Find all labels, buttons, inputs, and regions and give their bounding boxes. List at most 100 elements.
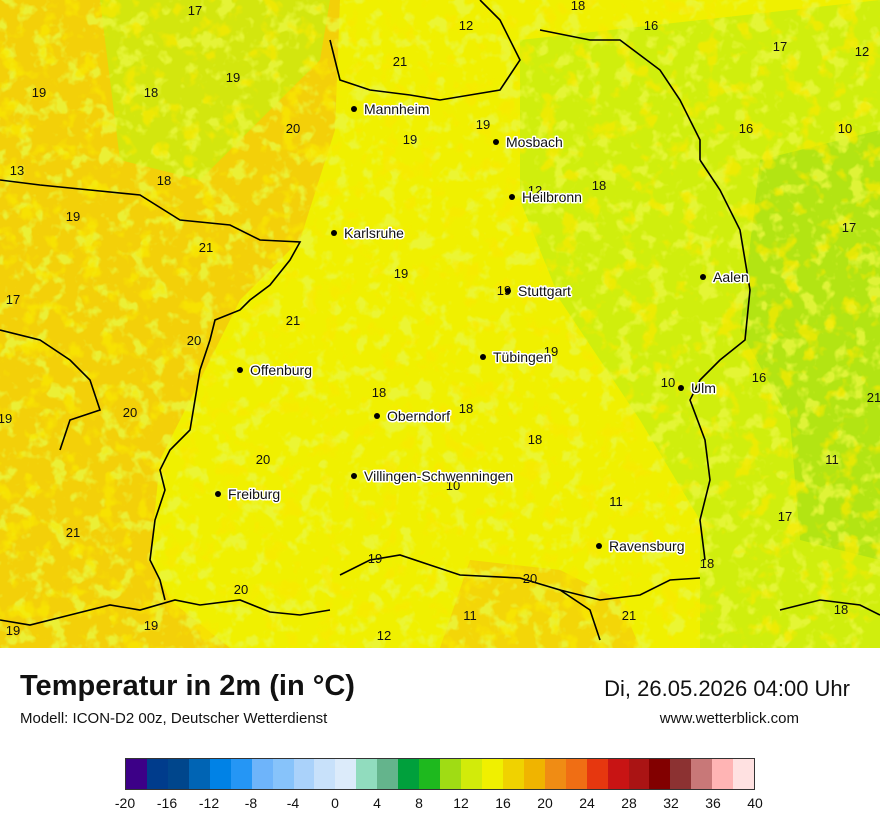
city-dot	[374, 413, 380, 419]
colorbar-swatch	[523, 759, 545, 789]
forecast-datetime: Di, 26.05.2026 04:00 Uhr	[604, 676, 850, 701]
temperature-value-label: 10	[838, 121, 852, 136]
border-southwest	[0, 599, 331, 626]
value-labels: 17 12 18 16 17 12 21 19 19 18 20 19 19 16 10 13 18 12 18 19…	[0, 0, 880, 643]
colorbar-swatch	[377, 759, 399, 789]
city-label: Karlsruhe	[344, 225, 404, 241]
temperature-value-label: 21	[286, 313, 300, 328]
colorbar-tick-label: 16	[495, 795, 511, 811]
temperature-value-label: 18	[592, 178, 606, 193]
colorbar-swatch	[565, 759, 587, 789]
city-label: Freiburg	[228, 486, 280, 502]
colorbar-swatch	[586, 759, 608, 789]
temperature-value-label: 18	[157, 173, 171, 188]
temperature-value-label: 17	[6, 292, 20, 307]
city-dot	[678, 385, 684, 391]
colorbar-swatch	[544, 759, 566, 789]
colorbar-swatch	[146, 759, 168, 789]
colorbar-swatch	[398, 759, 420, 789]
temperature-value-label: 19	[226, 70, 240, 85]
temperature-value-label: 18	[144, 85, 158, 100]
temperature-value-label: 19	[32, 85, 46, 100]
temperature-value-label: 16	[644, 18, 658, 33]
temperature-value-label: 11	[825, 452, 839, 467]
temperature-value-label: 12	[855, 44, 869, 59]
border-east	[689, 159, 751, 561]
city-dot	[331, 230, 337, 236]
city-dot	[480, 354, 486, 360]
border-swiss	[339, 554, 601, 641]
temperature-value-label: 19	[66, 209, 80, 224]
city-label: Ulm	[691, 380, 716, 396]
city-dot	[351, 473, 357, 479]
colorbar-swatch	[251, 759, 273, 789]
city-label: Stuttgart	[518, 283, 571, 299]
temperature-value-label: 20	[123, 405, 137, 420]
colorbar-tick-label: -4	[286, 795, 300, 811]
city-dot	[509, 194, 515, 200]
colorbar	[125, 758, 755, 790]
temperature-value-label: 12	[459, 18, 473, 33]
colorbar-swatch	[502, 759, 524, 789]
city-label: Tübingen	[493, 349, 551, 365]
temperature-value-label: 20	[523, 571, 537, 586]
colorbar-swatch	[126, 759, 147, 789]
colorbar-swatch	[607, 759, 629, 789]
colorbar-tick-label: 0	[331, 795, 339, 811]
city-label: Offenburg	[250, 362, 312, 378]
city-markers: Mannheim Mosbach Heilbronn Karlsruhe Aalen St…	[215, 100, 750, 556]
colorbar-swatch	[691, 759, 713, 789]
colorbar-tick-label: -20	[114, 795, 136, 811]
colorbar-swatch	[419, 759, 441, 789]
colorbar-swatch	[188, 759, 210, 789]
city-dot	[596, 543, 602, 549]
colorbar-tick-label: -16	[156, 795, 178, 811]
temperature-value-label: 19	[368, 551, 382, 566]
temperature-value-label: 16	[739, 121, 753, 136]
colorbar-tick-label: 4	[373, 795, 381, 811]
temperature-value-label: 21	[199, 240, 213, 255]
temperature-value-label: 19	[403, 132, 417, 147]
temperature-map: 17 12 18 16 17 12 21 19 19 18 20 19 19 16 10 13 18 12 18 19…	[0, 0, 880, 648]
temperature-value-label: 20	[187, 333, 201, 348]
city-label: Heilbronn	[522, 189, 582, 205]
border-north-bavaria	[539, 29, 701, 160]
city-label: Ravensburg	[609, 538, 685, 554]
city-label: Mosbach	[506, 134, 563, 150]
colorbar-swatch	[356, 759, 378, 789]
temperature-value-label: 19	[394, 266, 408, 281]
temperature-value-label: 16	[752, 370, 766, 385]
colorbar-tick-label: 40	[747, 795, 763, 811]
colorbar-tick-label: 28	[621, 795, 637, 811]
website-link[interactable]: www.wetterblick.com	[659, 710, 799, 727]
city-label: Mannheim	[364, 101, 429, 117]
city-label: Villingen-Schwenningen	[364, 468, 513, 484]
temperature-value-label: 19	[544, 344, 558, 359]
border-north-hessen	[329, 0, 521, 101]
temperature-value-label: 21	[393, 54, 407, 69]
colorbar-swatch	[335, 759, 357, 789]
temperature-value-label: 10	[661, 375, 675, 390]
colorbar-tick-label: 8	[415, 795, 423, 811]
temperature-value-label: 17	[773, 39, 787, 54]
borders	[0, 0, 880, 641]
temperature-value-label: 17	[842, 220, 856, 235]
colorbar-swatch	[670, 759, 692, 789]
city-label: Oberndorf	[387, 408, 450, 424]
temperature-value-label: 11	[463, 608, 477, 623]
temperature-value-label: 18	[571, 0, 585, 13]
colorbar-tick-label: 20	[537, 795, 553, 811]
temperature-value-label: 19	[476, 117, 490, 132]
temperature-value-label: 19	[6, 623, 20, 638]
colorbar-tick-label: 36	[705, 795, 721, 811]
temperature-value-label: 20	[286, 121, 300, 136]
city-dot	[237, 367, 243, 373]
colorbar-tick-label: 24	[579, 795, 595, 811]
city-dot	[351, 106, 357, 112]
colorbar-swatch	[314, 759, 336, 789]
city-dot	[505, 288, 511, 294]
city-label: Aalen	[713, 269, 749, 285]
temperature-value-label: 20	[234, 582, 248, 597]
colorbar-swatch	[649, 759, 671, 789]
colorbar-swatch	[628, 759, 650, 789]
